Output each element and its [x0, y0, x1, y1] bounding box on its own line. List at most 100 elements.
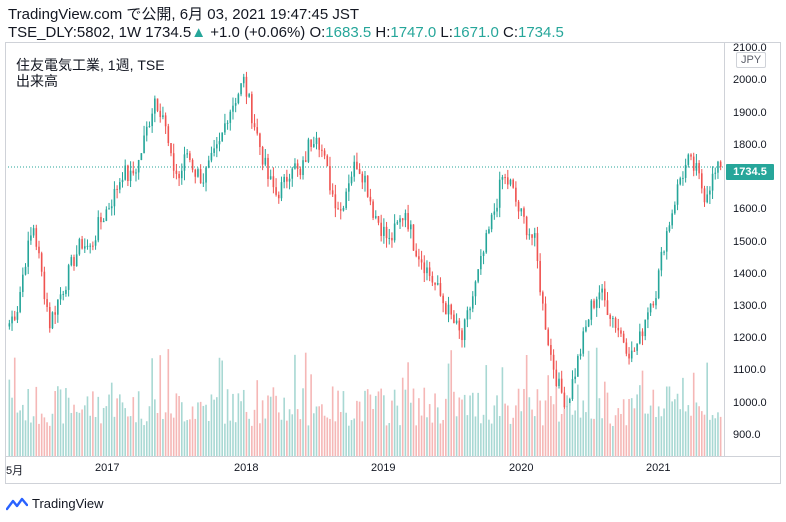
volume-bar — [587, 350, 590, 456]
open-label: O: — [309, 24, 326, 41]
volume-bar — [337, 390, 339, 456]
candle-body — [342, 208, 345, 211]
volume-bar — [520, 411, 523, 456]
candle-body — [156, 98, 159, 111]
volume-bar — [709, 419, 711, 456]
candle-body — [213, 148, 215, 153]
candle-body — [11, 316, 13, 324]
volume-bar — [496, 395, 498, 456]
volume-bar — [477, 392, 479, 456]
candle-body — [132, 170, 135, 174]
volume-bar — [172, 417, 175, 456]
volume-bar — [663, 408, 665, 456]
volume-bar — [717, 412, 719, 456]
candle-body — [267, 157, 269, 179]
candle-body — [660, 251, 663, 271]
change-value: +1.0 (+0.06%) — [210, 24, 306, 41]
volume-bar — [450, 350, 453, 456]
volume-bar — [682, 377, 684, 456]
volume-bar — [428, 404, 431, 456]
candle-body — [577, 356, 579, 377]
volume-bar — [315, 406, 318, 456]
candle-body — [339, 209, 342, 211]
candle-body — [717, 161, 719, 173]
candle-body — [307, 139, 310, 162]
candle-body — [703, 188, 706, 203]
candle-body — [299, 168, 302, 176]
candle-body — [323, 150, 326, 156]
candle-body — [48, 307, 51, 329]
volume-bar — [24, 420, 27, 456]
volume-bar — [558, 421, 560, 456]
volume-bar — [568, 402, 571, 456]
candle-body — [493, 211, 496, 215]
volume-bar — [275, 395, 277, 456]
footer-brand[interactable]: TradingView — [6, 496, 104, 511]
volume-bar — [48, 425, 51, 456]
candle-body — [628, 353, 630, 359]
last-price: 1734.5 — [145, 24, 192, 41]
candle-body — [51, 312, 54, 329]
candle-body — [525, 216, 528, 236]
time-tick-label: 2020 — [509, 462, 534, 474]
volume-bar — [372, 408, 374, 456]
volume-bar — [94, 417, 97, 456]
candle-body — [536, 233, 539, 261]
candle-body — [558, 378, 560, 387]
candle-body — [277, 194, 280, 199]
volume-bar — [16, 412, 19, 456]
volume-bar — [593, 418, 595, 456]
candle-body — [671, 213, 673, 226]
volume-bar — [455, 416, 458, 456]
candle-body — [684, 164, 687, 178]
candle-body — [62, 293, 65, 295]
volume-bar — [706, 362, 708, 456]
volume-bar — [202, 405, 205, 456]
volume-bar — [226, 389, 229, 456]
candle-body — [22, 274, 24, 292]
price-tick-label: 1900.0 — [733, 106, 767, 119]
brand-text: TradingView — [32, 496, 104, 511]
candle-body — [612, 318, 614, 320]
volume-bar — [205, 404, 207, 456]
volume-bar — [73, 404, 75, 456]
tradingview-logo-icon — [6, 497, 28, 510]
volume-bar — [531, 409, 533, 456]
candle-body — [237, 94, 240, 104]
volume-bar — [644, 413, 647, 456]
candle-body — [711, 173, 714, 191]
candle-body — [40, 253, 43, 272]
candle-body — [380, 222, 382, 236]
volume-bar — [380, 388, 382, 456]
candle-body — [633, 350, 636, 352]
volume-bar — [439, 423, 442, 456]
candle-body — [178, 173, 180, 179]
volume-bar — [407, 362, 409, 456]
candle-body — [512, 179, 514, 188]
volume-bar — [35, 386, 38, 456]
candle-body — [345, 191, 347, 209]
candle-body — [579, 353, 582, 357]
price-tick-label: 1200.0 — [733, 332, 767, 345]
currency-badge[interactable]: JPY — [736, 52, 767, 68]
up-arrow-icon: ▲ — [191, 24, 207, 41]
price-tick-label: 1300.0 — [733, 300, 767, 312]
volume-bar — [391, 400, 393, 456]
volume-bar — [59, 389, 62, 456]
candle-body — [102, 220, 105, 223]
volume-bar — [630, 398, 633, 456]
volume-bar — [612, 425, 614, 456]
volume-bar — [178, 395, 180, 456]
candle-body — [692, 156, 695, 171]
volume-bar — [342, 391, 345, 456]
volume-bar — [46, 422, 48, 456]
volume-bar — [288, 409, 291, 456]
candle-body — [506, 177, 509, 185]
candle-body — [145, 126, 148, 136]
candle-body — [337, 208, 339, 210]
candle-body — [124, 165, 127, 180]
volume-bar — [234, 422, 237, 456]
candle-body — [94, 240, 97, 246]
chart-frame[interactable] — [5, 42, 781, 484]
